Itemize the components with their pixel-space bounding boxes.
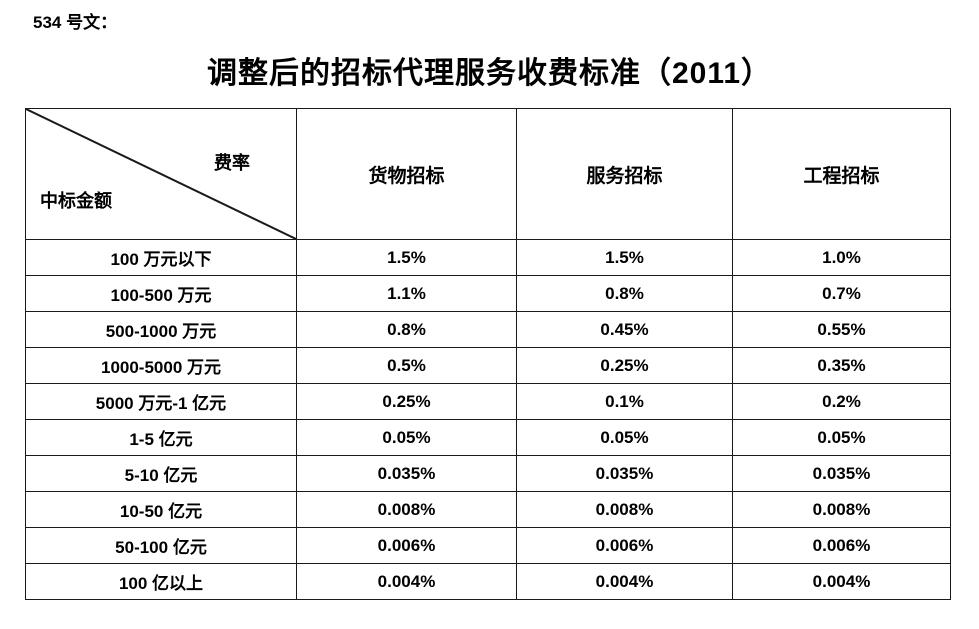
fee-rate-table: 费率 中标金额 货物招标 服务招标 工程招标 100 万元以下 1.5% 1.5… bbox=[25, 108, 951, 600]
row-label: 1-5 亿元 bbox=[25, 419, 297, 456]
table-row: 100 亿以上 0.004% 0.004% 0.004% bbox=[25, 563, 951, 600]
fee-cell: 0.05% bbox=[296, 419, 517, 456]
row-label: 100 万元以下 bbox=[25, 239, 297, 276]
fee-cell: 0.035% bbox=[296, 455, 517, 492]
fee-cell: 0.8% bbox=[296, 311, 517, 348]
fee-cell: 0.004% bbox=[732, 563, 951, 600]
fee-cell: 0.05% bbox=[732, 419, 951, 456]
row-label: 1000-5000 万元 bbox=[25, 347, 297, 384]
row-label: 100-500 万元 bbox=[25, 275, 297, 312]
row-label: 500-1000 万元 bbox=[25, 311, 297, 348]
fee-cell: 0.05% bbox=[516, 419, 733, 456]
doc-number-label: 534 号文： bbox=[33, 13, 118, 32]
fee-cell: 0.008% bbox=[516, 491, 733, 528]
table-row: 5000 万元-1 亿元 0.25% 0.1% 0.2% bbox=[25, 383, 951, 420]
row-label: 5-10 亿元 bbox=[25, 455, 297, 492]
row-label: 50-100 亿元 bbox=[25, 527, 297, 564]
fee-cell: 0.7% bbox=[732, 275, 951, 312]
table-row: 1-5 亿元 0.05% 0.05% 0.05% bbox=[25, 419, 951, 456]
fee-cell: 0.004% bbox=[516, 563, 733, 600]
table-row: 500-1000 万元 0.8% 0.45% 0.55% bbox=[25, 311, 951, 348]
row-label: 5000 万元-1 亿元 bbox=[25, 383, 297, 420]
fee-cell: 1.1% bbox=[296, 275, 517, 312]
table-row: 5-10 亿元 0.035% 0.035% 0.035% bbox=[25, 455, 951, 492]
fee-cell: 0.006% bbox=[732, 527, 951, 564]
fee-cell: 1.0% bbox=[732, 239, 951, 276]
fee-cell: 0.008% bbox=[732, 491, 951, 528]
column-header-goods-bidding: 货物招标 bbox=[296, 108, 517, 240]
row-label: 10-50 亿元 bbox=[25, 491, 297, 528]
table-row: 100-500 万元 1.1% 0.8% 0.7% bbox=[25, 275, 951, 312]
fee-cell: 0.5% bbox=[296, 347, 517, 384]
fee-cell: 1.5% bbox=[516, 239, 733, 276]
table-row: 50-100 亿元 0.006% 0.006% 0.006% bbox=[25, 527, 951, 564]
row-label: 100 亿以上 bbox=[25, 563, 297, 600]
fee-cell: 0.35% bbox=[732, 347, 951, 384]
table-corner-cell: 费率 中标金额 bbox=[25, 108, 297, 240]
table-row: 10-50 亿元 0.008% 0.008% 0.008% bbox=[25, 491, 951, 528]
column-header-engineering-bidding: 工程招标 bbox=[732, 108, 951, 240]
fee-cell: 0.008% bbox=[296, 491, 517, 528]
fee-cell: 0.2% bbox=[732, 383, 951, 420]
fee-cell: 0.035% bbox=[516, 455, 733, 492]
fee-cell: 0.1% bbox=[516, 383, 733, 420]
fee-cell: 0.8% bbox=[516, 275, 733, 312]
table-row: 100 万元以下 1.5% 1.5% 1.0% bbox=[25, 239, 951, 276]
fee-cell: 0.004% bbox=[296, 563, 517, 600]
fee-cell: 0.55% bbox=[732, 311, 951, 348]
table-header-row: 费率 中标金额 货物招标 服务招标 工程招标 bbox=[25, 108, 951, 240]
fee-cell: 0.035% bbox=[732, 455, 951, 492]
fee-cell: 0.45% bbox=[516, 311, 733, 348]
column-header-service-bidding: 服务招标 bbox=[516, 108, 733, 240]
fee-cell: 0.006% bbox=[296, 527, 517, 564]
fee-cell: 0.25% bbox=[296, 383, 517, 420]
page-title: 调整后的招标代理服务收费标准（2011） bbox=[206, 57, 773, 90]
table-row: 1000-5000 万元 0.5% 0.25% 0.35% bbox=[25, 347, 951, 384]
fee-cell: 0.006% bbox=[516, 527, 733, 564]
corner-label-bid-amount: 中标金额 bbox=[40, 191, 112, 211]
fee-cell: 1.5% bbox=[296, 239, 517, 276]
fee-cell: 0.25% bbox=[516, 347, 733, 384]
diagonal-divider-line bbox=[26, 109, 296, 239]
corner-label-rate: 费率 bbox=[214, 153, 250, 173]
